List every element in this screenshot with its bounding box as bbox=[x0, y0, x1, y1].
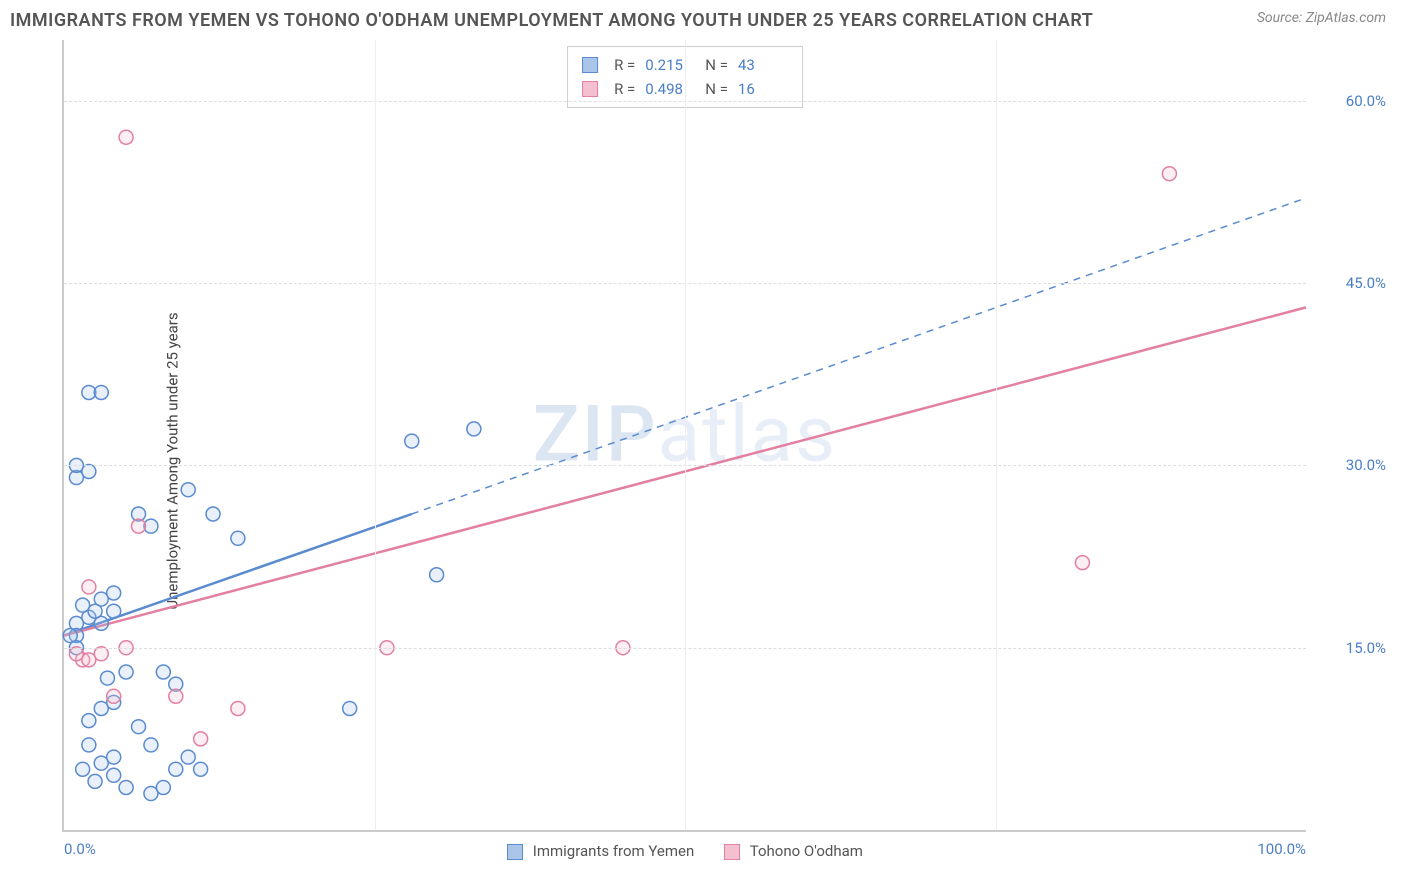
swatch-series2-x bbox=[724, 844, 740, 860]
n-value-series1: 43 bbox=[738, 53, 788, 77]
series1-name: Immigrants from Yemen bbox=[533, 842, 695, 860]
series2-name: Tohono O'odham bbox=[750, 842, 863, 860]
legend-item-series2: Tohono O'odham bbox=[724, 842, 863, 860]
x-tick-label: 0.0% bbox=[64, 840, 96, 858]
source-label: Source: ZipAtlas.com bbox=[1257, 10, 1386, 26]
legend-item-series1: Immigrants from Yemen bbox=[507, 842, 694, 860]
r-value-series2: 0.498 bbox=[645, 77, 695, 101]
y-tick-label: 15.0% bbox=[1346, 639, 1386, 657]
n-value-series2: 16 bbox=[738, 77, 788, 101]
chart-container: Unemployment Among Youth under 25 years … bbox=[34, 40, 1396, 882]
r-label: R = bbox=[614, 53, 635, 77]
plot-area: ZIPatlas R = 0.215 N = 43 R = 0.498 N = … bbox=[62, 40, 1306, 832]
n-label: N = bbox=[705, 53, 728, 77]
chart-title: IMMIGRANTS FROM YEMEN VS TOHONO O'ODHAM … bbox=[10, 10, 1093, 31]
y-tick-label: 45.0% bbox=[1346, 274, 1386, 292]
swatch-series1-x bbox=[507, 844, 523, 860]
y-tick-label: 30.0% bbox=[1346, 456, 1386, 474]
r-value-series1: 0.215 bbox=[645, 53, 695, 77]
x-axis-legend: Immigrants from Yemen Tohono O'odham bbox=[507, 842, 863, 860]
r-label: R = bbox=[614, 77, 635, 101]
swatch-series1 bbox=[582, 57, 598, 73]
n-label: N = bbox=[705, 77, 728, 101]
y-tick-label: 60.0% bbox=[1346, 92, 1386, 110]
x-tick-label: 100.0% bbox=[1257, 840, 1306, 858]
swatch-series2 bbox=[582, 81, 598, 97]
